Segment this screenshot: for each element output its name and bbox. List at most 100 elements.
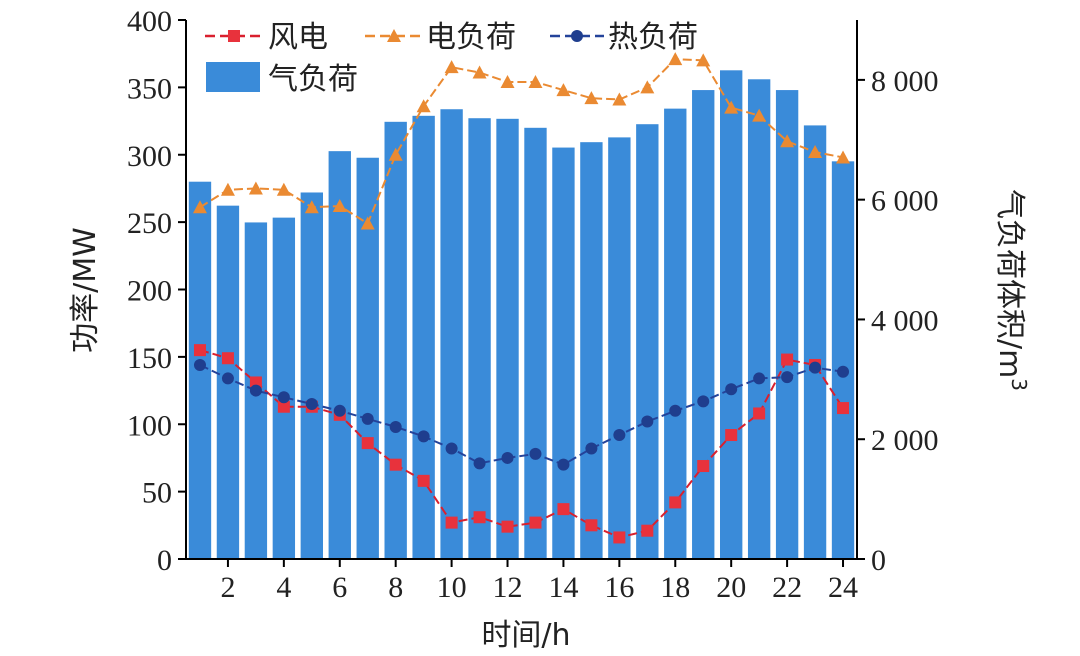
x-tick-label: 22 bbox=[772, 571, 802, 604]
point-electric-load bbox=[780, 134, 795, 148]
point-wind-power bbox=[529, 516, 542, 529]
bar-gas-load bbox=[440, 109, 463, 560]
right-axis-title: 气负荷体积/m3 bbox=[992, 189, 1031, 391]
bar-gas-load bbox=[272, 217, 296, 559]
point-electric-load bbox=[332, 198, 347, 212]
right-tick-label: 4 000 bbox=[871, 304, 939, 337]
point-wind-power bbox=[725, 429, 738, 442]
x-tick-label: 20 bbox=[716, 571, 746, 604]
legend-gas-label: 气负荷 bbox=[268, 62, 358, 97]
point-heat-load bbox=[193, 358, 206, 371]
point-heat-load bbox=[389, 420, 402, 433]
left-tick-label: 50 bbox=[142, 477, 172, 510]
point-wind-power bbox=[669, 496, 682, 509]
legend: 风电 电负荷 热负荷 气负荷 bbox=[205, 20, 698, 97]
legend-item-electric: 电负荷 bbox=[365, 20, 516, 55]
point-heat-load bbox=[473, 457, 486, 470]
left-tick-label: 350 bbox=[127, 72, 172, 105]
point-electric-load bbox=[388, 147, 403, 161]
x-tick-label: 14 bbox=[548, 571, 578, 604]
line-series-heat-load bbox=[193, 358, 850, 471]
bar-gas-load bbox=[552, 147, 575, 559]
x-tick-label: 16 bbox=[604, 571, 634, 604]
point-heat-load bbox=[557, 458, 570, 471]
point-electric-load bbox=[584, 91, 599, 105]
point-wind-power bbox=[221, 352, 234, 365]
point-electric-load bbox=[276, 182, 291, 196]
point-heat-load bbox=[697, 395, 710, 408]
left-tick-label: 0 bbox=[157, 544, 172, 577]
legend-gas-swatch bbox=[206, 62, 260, 92]
point-wind-power bbox=[697, 460, 710, 473]
bar-gas-load bbox=[328, 151, 351, 559]
point-electric-load bbox=[752, 108, 767, 122]
bar-gas-load bbox=[692, 90, 715, 559]
point-wind-power bbox=[585, 519, 598, 532]
bar-gas-load bbox=[412, 115, 435, 560]
point-wind-power bbox=[557, 503, 570, 516]
bar-gas-load bbox=[384, 121, 407, 560]
bar-gas-load bbox=[720, 70, 743, 559]
left-tick-label: 150 bbox=[127, 342, 172, 375]
point-wind-power bbox=[193, 344, 206, 357]
bar-gas-load bbox=[831, 161, 855, 560]
x-tick-label: 4 bbox=[276, 571, 291, 604]
point-electric-load bbox=[472, 65, 487, 79]
right-tick-label: 6 000 bbox=[871, 185, 939, 218]
left-axis-title: 功率/MW bbox=[68, 227, 103, 353]
x-tick-label: 12 bbox=[493, 571, 523, 604]
point-heat-load bbox=[249, 384, 262, 397]
point-wind-power bbox=[837, 402, 850, 415]
point-electric-load bbox=[528, 74, 543, 88]
bar-series-gas-load bbox=[188, 70, 855, 560]
x-tick-label: 10 bbox=[437, 571, 467, 604]
legend-item-heat: 热负荷 bbox=[550, 20, 698, 55]
point-heat-load bbox=[305, 398, 318, 411]
bar-gas-load bbox=[580, 142, 603, 559]
x-tick-label: 24 bbox=[828, 571, 858, 604]
bar-gas-load bbox=[468, 118, 491, 560]
right-tick-label: 2 000 bbox=[871, 424, 939, 457]
point-heat-load bbox=[445, 442, 458, 455]
right-axis-ticks: 0 2 000 4 000 6 000 8 000 bbox=[857, 65, 939, 577]
bar-gas-load bbox=[747, 79, 771, 559]
bar-gas-load bbox=[356, 157, 379, 559]
legend-item-wind: 风电 bbox=[205, 20, 328, 55]
point-heat-load bbox=[361, 412, 374, 425]
point-heat-load bbox=[277, 391, 290, 404]
point-heat-load bbox=[613, 429, 626, 442]
point-electric-load bbox=[416, 99, 431, 113]
point-electric-load bbox=[696, 53, 711, 67]
legend-wind-label: 风电 bbox=[268, 20, 328, 55]
point-electric-load bbox=[192, 200, 207, 214]
left-tick-label: 400 bbox=[127, 5, 172, 38]
line-series-electric-load bbox=[192, 52, 851, 230]
bar-gas-load bbox=[524, 127, 547, 560]
point-electric-load bbox=[304, 200, 319, 214]
point-heat-load bbox=[669, 404, 682, 417]
point-heat-load bbox=[501, 451, 514, 464]
bar-gas-load bbox=[496, 118, 519, 560]
x-tick-label: 2 bbox=[220, 571, 235, 604]
point-wind-power bbox=[641, 524, 654, 537]
right-tick-label: 0 bbox=[871, 544, 886, 577]
point-wind-power bbox=[501, 520, 514, 533]
right-axis-title-text: 气负荷体积/m bbox=[992, 189, 1027, 378]
point-electric-load bbox=[556, 83, 571, 97]
x-tick-label: 6 bbox=[332, 571, 347, 604]
point-heat-load bbox=[809, 361, 822, 374]
right-axis-title-superscript: 3 bbox=[1007, 378, 1031, 391]
point-heat-load bbox=[529, 447, 542, 460]
point-heat-load bbox=[753, 372, 766, 385]
point-heat-load bbox=[837, 365, 850, 378]
point-electric-load bbox=[640, 80, 655, 94]
point-electric-load bbox=[220, 182, 235, 196]
point-wind-power bbox=[277, 400, 290, 413]
series-line-electric-load bbox=[199, 58, 844, 225]
series-line-heat-load bbox=[199, 364, 844, 466]
series-line-wind-power bbox=[199, 349, 844, 539]
point-electric-load bbox=[360, 216, 375, 230]
legend-electric-marker bbox=[387, 29, 401, 42]
point-wind-power bbox=[473, 511, 486, 524]
